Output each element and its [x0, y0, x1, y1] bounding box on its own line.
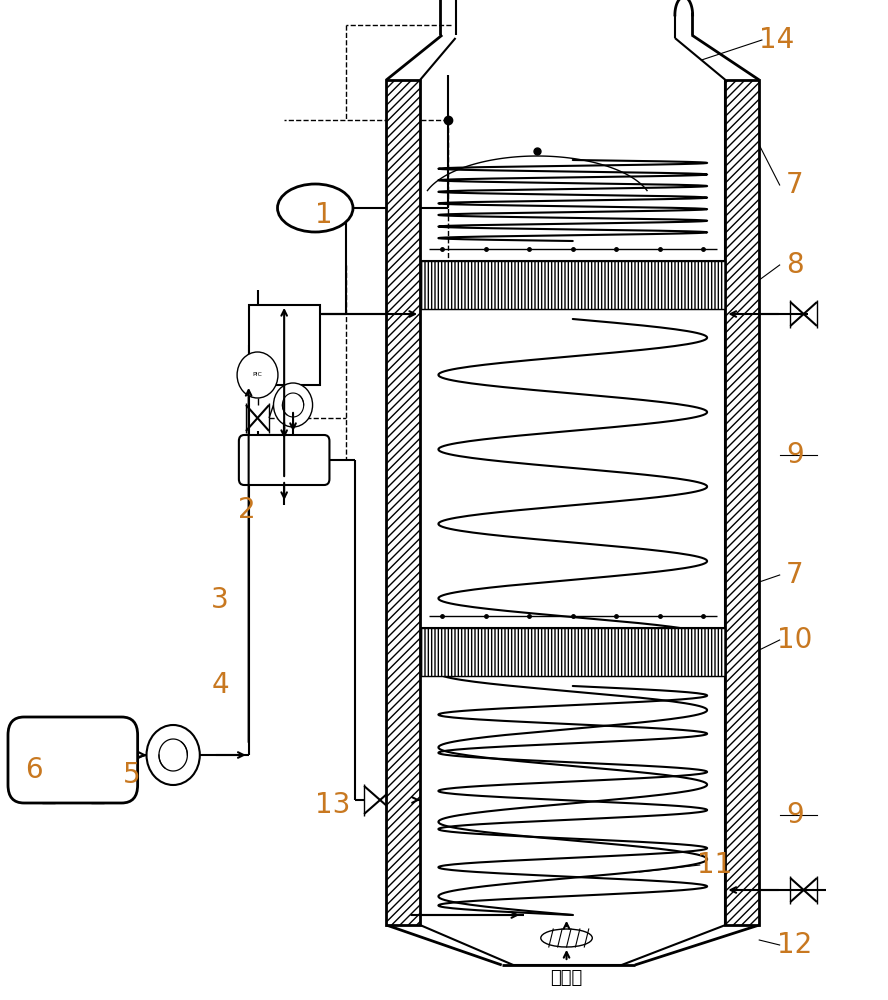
Bar: [386, 80, 420, 925]
Text: 7: 7: [786, 561, 804, 589]
Ellipse shape: [277, 184, 353, 232]
Text: 8: 8: [786, 251, 804, 279]
Ellipse shape: [541, 929, 592, 947]
Text: 7: 7: [786, 171, 804, 199]
FancyBboxPatch shape: [239, 435, 329, 485]
Circle shape: [237, 352, 278, 398]
Text: 烟气流: 烟气流: [551, 969, 583, 987]
Text: 1: 1: [315, 201, 333, 229]
Circle shape: [274, 383, 313, 427]
Text: 14: 14: [759, 26, 795, 54]
Text: 2: 2: [238, 496, 256, 524]
Text: 5: 5: [123, 761, 140, 789]
Text: PIC: PIC: [252, 372, 263, 377]
Text: 9: 9: [786, 441, 804, 469]
Text: 10: 10: [777, 626, 813, 654]
Bar: [420, 261, 725, 309]
Text: 6: 6: [25, 756, 43, 784]
Bar: [249, 305, 320, 385]
Bar: [420, 628, 725, 676]
Text: 9: 9: [786, 801, 804, 829]
Text: 11: 11: [697, 851, 733, 879]
Text: 3: 3: [211, 586, 229, 614]
Text: 4: 4: [211, 671, 229, 699]
Text: 12: 12: [777, 931, 813, 959]
Text: 13: 13: [315, 791, 351, 819]
FancyBboxPatch shape: [8, 717, 138, 803]
Bar: [725, 80, 759, 925]
Circle shape: [147, 725, 200, 785]
